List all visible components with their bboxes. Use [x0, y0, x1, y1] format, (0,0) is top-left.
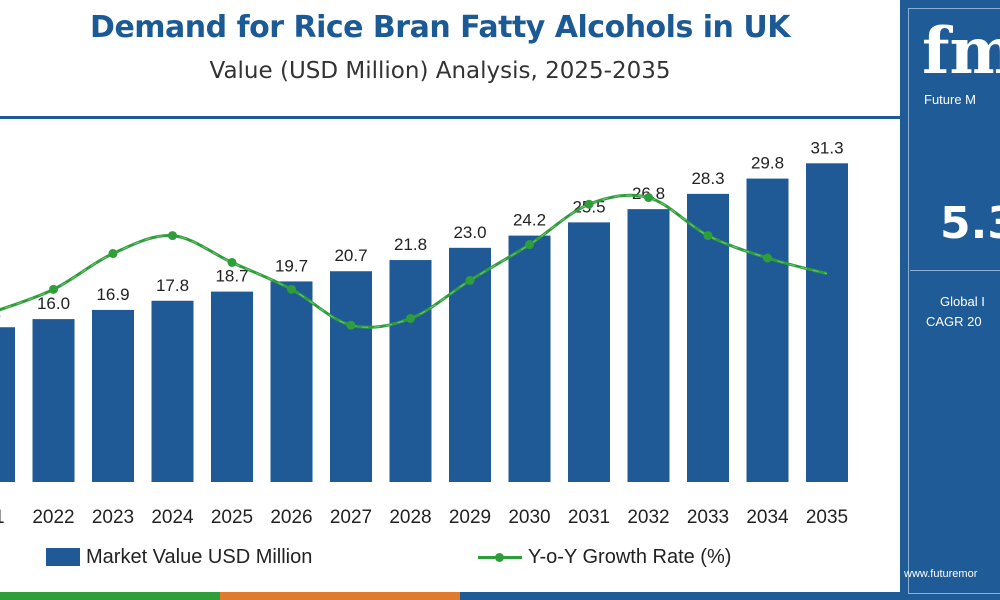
x-tick-label-2023: 2023	[92, 507, 134, 528]
chart-plot-area: .216.016.917.818.719.720.721.823.024.225…	[0, 138, 848, 528]
bar-2034	[746, 178, 789, 482]
brand-panel-frame	[908, 8, 1000, 594]
growth-rate-point-2027	[346, 320, 356, 330]
x-tick-label-2026: 2026	[270, 507, 312, 528]
legend-line-marker	[478, 548, 522, 566]
x-tick-label-2024: 2024	[151, 507, 194, 528]
growth-rate-point-2025	[227, 257, 237, 267]
bar-value-label-2033: 28.3	[691, 169, 724, 188]
x-tick-label-2029: 2029	[449, 507, 491, 528]
cagr-divider	[910, 270, 1000, 271]
bar-2022	[32, 319, 75, 482]
chart-subtitle: Value (USD Million) Analysis, 2025-2035	[209, 58, 671, 84]
bar-value-label-2026: 19.7	[275, 256, 308, 275]
bar-2032	[627, 209, 670, 483]
brand-logo-icon: fm	[922, 14, 1000, 89]
legend-label-growth-rate: Y-o-Y Growth Rate (%)	[528, 545, 732, 568]
bar-value-label-2028: 21.8	[394, 235, 427, 254]
legend-item-growth-rate: Y-o-Y Growth Rate (%)	[478, 544, 731, 570]
bar-value-label-2030: 24.2	[513, 211, 546, 230]
growth-rate-point-2028	[406, 313, 415, 323]
growth-rate-point-2030	[525, 240, 534, 250]
bar-2023	[92, 309, 134, 482]
bar-2028	[389, 260, 432, 482]
growth-rate-point-2023	[108, 249, 118, 259]
x-tick-label-2022: 2022	[32, 507, 74, 528]
x-tick-label-2034: 2034	[746, 507, 789, 528]
x-tick-label-2021: 21	[0, 507, 5, 528]
bar-value-label-2025: 18.7	[215, 267, 248, 286]
growth-rate-point-2034	[763, 253, 772, 263]
brand-name: Future M	[924, 92, 977, 107]
x-tick-label-2033: 2033	[687, 507, 729, 528]
x-tick-label-2030: 2030	[508, 507, 550, 528]
growth-rate-point-2022	[49, 284, 58, 294]
x-tick-label-2028: 2028	[389, 507, 431, 528]
bar-value-label-2022: 16.0	[37, 294, 70, 313]
bar-value-label-2024: 17.8	[156, 276, 189, 295]
x-tick-label-2035: 2035	[806, 507, 848, 528]
bar-value-label-2021: .2	[0, 302, 1, 321]
legend-line-dot	[495, 553, 504, 562]
growth-rate-point-2026	[287, 284, 296, 294]
bar-2021	[0, 327, 15, 482]
bottom-bar-blue	[460, 592, 900, 600]
brand-url: www.futuremor	[904, 568, 978, 580]
bar-2029	[449, 247, 491, 482]
legend-bar-swatch	[46, 548, 80, 566]
bottom-bar-green	[0, 592, 220, 600]
bar-value-label-2035: 31.3	[810, 138, 843, 157]
title-divider	[0, 116, 900, 119]
bar-2030	[508, 235, 551, 482]
cagr-label-line-1: Global I	[940, 294, 985, 309]
bar-2024	[151, 300, 194, 482]
chart-title: Demand for Rice Bran Fatty Alcohols in U…	[90, 10, 790, 45]
cagr-value: 5.3	[940, 198, 1000, 249]
bar-2031	[568, 222, 610, 482]
bar-2027	[330, 271, 372, 482]
bar-2026	[270, 281, 313, 482]
x-tick-label-2032: 2032	[627, 507, 669, 528]
cagr-label-line-2: CAGR 20	[926, 314, 982, 329]
bar-2035	[806, 163, 848, 483]
growth-rate-point-2024	[168, 231, 177, 241]
x-tick-label-2025: 2025	[211, 507, 253, 528]
growth-rate-point-2029	[465, 275, 475, 285]
bar-value-label-2029: 23.0	[453, 223, 486, 242]
legend-label-market-value: Market Value USD Million	[86, 545, 313, 568]
bar-value-label-2027: 20.7	[334, 246, 367, 265]
bar-2025	[211, 291, 253, 482]
growth-rate-point-2032	[644, 193, 653, 203]
legend-item-market-value: Market Value USD Million	[46, 544, 312, 570]
x-tick-label-2027: 2027	[330, 507, 372, 528]
bar-value-label-2034: 29.8	[751, 154, 784, 173]
brand-panel: fm Future M 5.3	[900, 0, 1000, 600]
growth-rate-point-2031	[584, 199, 594, 209]
growth-rate-point-2033	[703, 231, 713, 241]
x-tick-label-2031: 2031	[568, 507, 610, 528]
bottom-color-bar	[0, 592, 900, 600]
bottom-bar-orange	[220, 592, 460, 600]
bar-value-label-2023: 16.9	[96, 285, 129, 304]
